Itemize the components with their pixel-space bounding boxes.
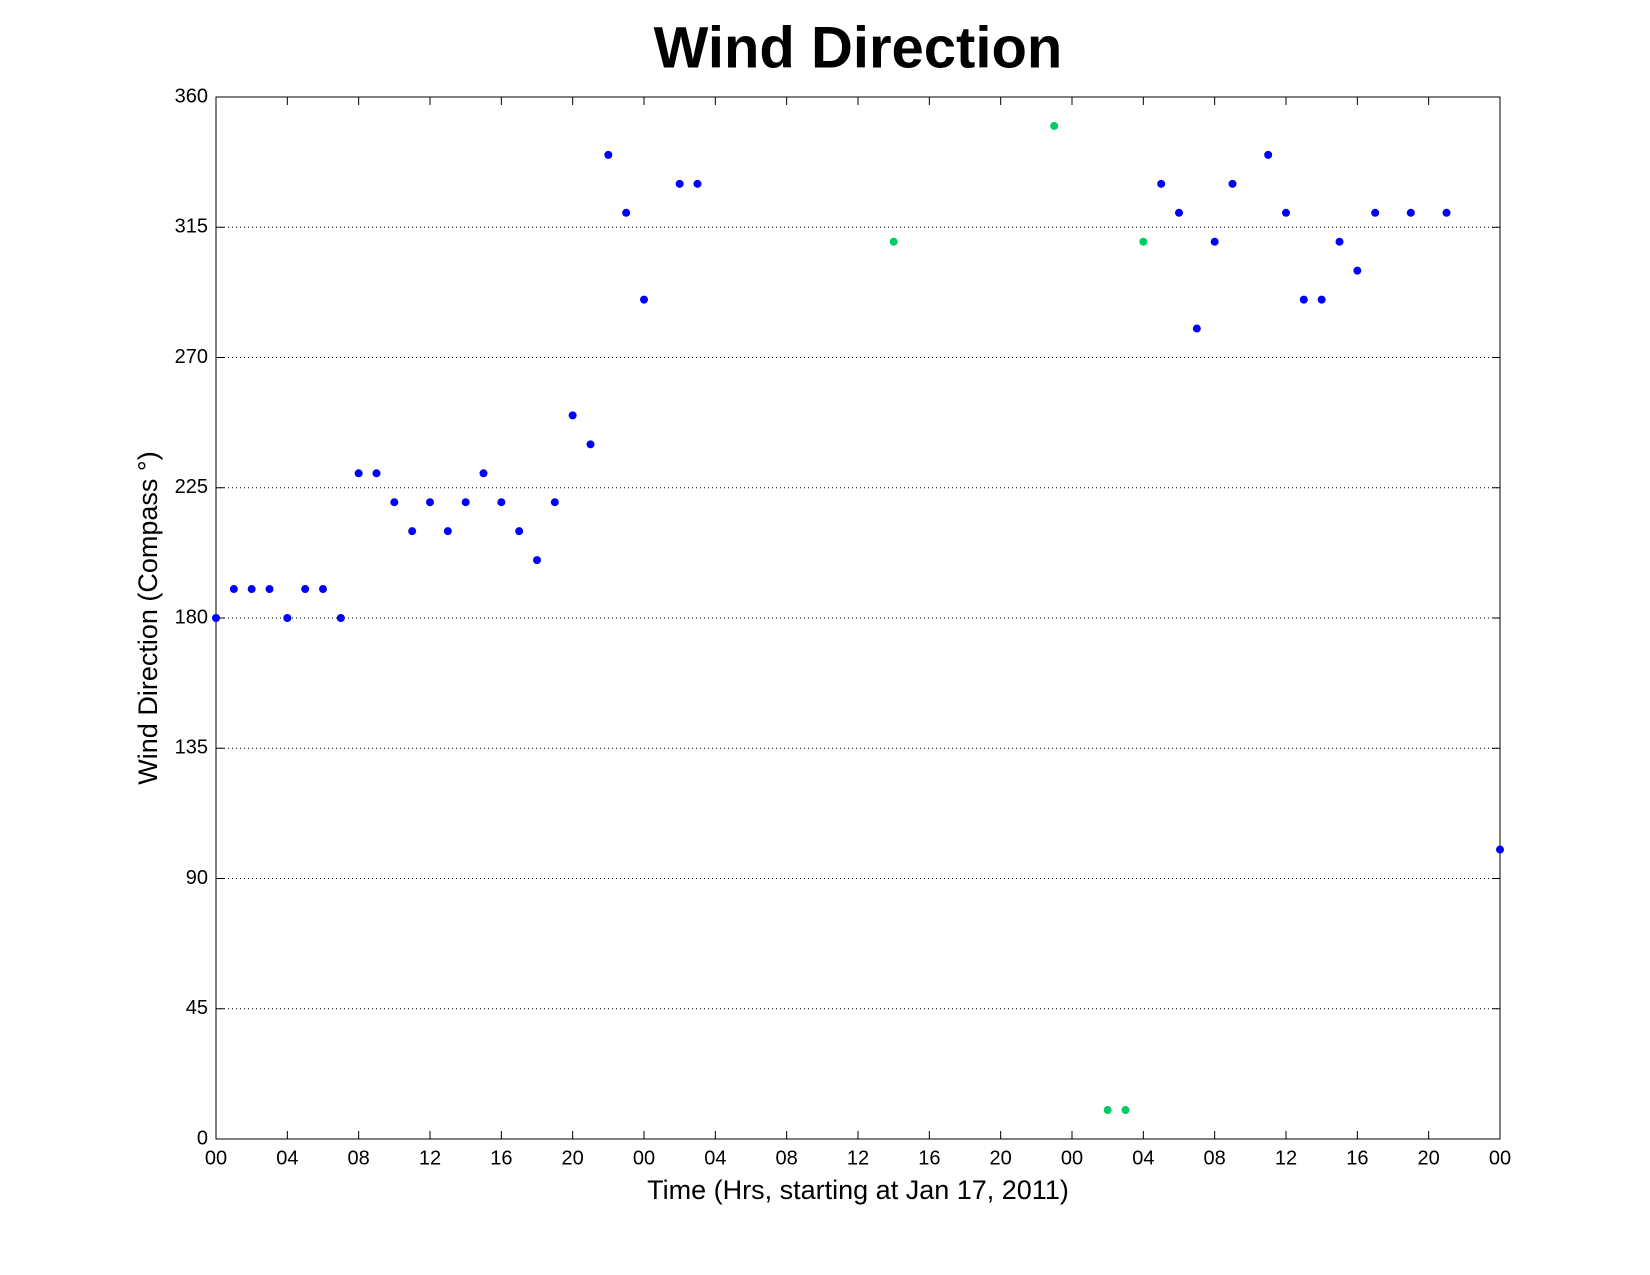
x-tick-label: 16 xyxy=(1346,1147,1368,1169)
point xyxy=(265,585,274,594)
y-tick-label: 315 xyxy=(175,216,208,238)
point xyxy=(1264,150,1273,159)
point xyxy=(390,498,399,507)
x-tick-label: 04 xyxy=(276,1147,298,1169)
point xyxy=(283,614,292,622)
point xyxy=(586,440,595,449)
point xyxy=(550,498,559,507)
point xyxy=(1496,845,1504,854)
x-tick-label: 08 xyxy=(776,1147,798,1169)
point xyxy=(1406,208,1415,217)
x-tick-label: 00 xyxy=(205,1147,227,1169)
point xyxy=(1371,208,1380,217)
y-tick-label: 360 xyxy=(175,85,208,107)
x-tick-label: 04 xyxy=(704,1147,726,1169)
point xyxy=(247,585,256,594)
point xyxy=(461,498,470,507)
point xyxy=(640,295,648,304)
point xyxy=(336,614,345,622)
y-tick-label: 45 xyxy=(186,997,208,1019)
point xyxy=(426,498,434,507)
x-tick-label: 00 xyxy=(633,1147,655,1169)
x-tick-label: 20 xyxy=(1418,1147,1440,1169)
point xyxy=(354,469,363,478)
y-tick-label: 90 xyxy=(186,867,208,889)
x-tick-label: 20 xyxy=(990,1147,1012,1169)
point xyxy=(443,527,452,536)
y-tick-label: 225 xyxy=(175,476,208,498)
x-tick-label: 12 xyxy=(847,1147,869,1169)
y-tick-label: 180 xyxy=(175,606,208,628)
point xyxy=(301,585,310,594)
point xyxy=(622,208,631,217)
point xyxy=(889,237,898,246)
point xyxy=(229,585,238,594)
y-axis-label: Wind Direction (Compass °) xyxy=(133,451,163,784)
point xyxy=(1139,237,1148,246)
point xyxy=(479,469,488,478)
x-tick-label: 04 xyxy=(1132,1147,1154,1169)
point xyxy=(568,411,577,420)
point xyxy=(1335,237,1344,246)
point xyxy=(1282,208,1290,217)
point xyxy=(604,150,613,159)
y-tick-label: 135 xyxy=(175,737,208,759)
point xyxy=(212,614,220,622)
point xyxy=(1317,295,1326,304)
x-tick-label: 12 xyxy=(419,1147,441,1169)
x-tick-label: 00 xyxy=(1489,1147,1511,1169)
point xyxy=(408,527,417,536)
point xyxy=(533,556,541,565)
x-tick-label: 08 xyxy=(1204,1147,1226,1169)
x-tick-label: 20 xyxy=(562,1147,584,1169)
point xyxy=(372,469,381,478)
point xyxy=(1121,1106,1130,1115)
point xyxy=(693,179,702,188)
x-tick-label: 16 xyxy=(918,1147,940,1169)
point xyxy=(1157,179,1166,188)
point xyxy=(319,585,327,594)
y-tick-label: 0 xyxy=(197,1127,208,1149)
chart-title: Wind Direction xyxy=(654,15,1063,80)
point xyxy=(1442,208,1451,217)
x-axis-label: Time (Hrs, starting at Jan 17, 2011) xyxy=(647,1175,1069,1205)
y-tick-label: 270 xyxy=(175,346,208,368)
point xyxy=(1175,208,1183,217)
point xyxy=(497,498,506,507)
point xyxy=(1353,266,1362,275)
point xyxy=(675,179,684,188)
x-tick-label: 12 xyxy=(1275,1147,1297,1169)
point xyxy=(1103,1106,1112,1115)
x-tick-label: 08 xyxy=(348,1147,370,1169)
point xyxy=(515,527,524,536)
point xyxy=(1210,237,1219,246)
point xyxy=(1228,179,1237,188)
x-tick-label: 16 xyxy=(490,1147,512,1169)
point xyxy=(1299,295,1308,304)
point xyxy=(1192,324,1201,333)
x-tick-label: 00 xyxy=(1061,1147,1083,1169)
point xyxy=(1050,121,1059,130)
